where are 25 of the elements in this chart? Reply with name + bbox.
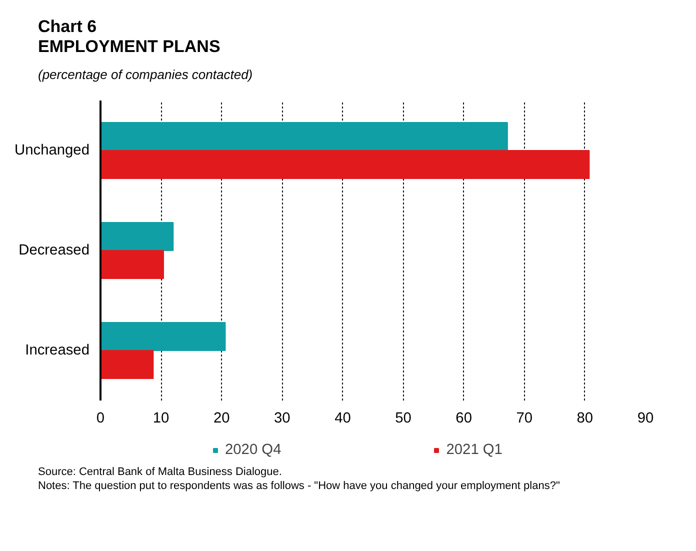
x-tick-label: 60 (456, 410, 472, 426)
x-tick-label: 20 (213, 410, 230, 426)
bar (100, 350, 154, 379)
bar (100, 222, 174, 251)
y-tick-label: Increased (25, 342, 90, 358)
source-note: Source: Central Bank of Malta Business Dialogue. (38, 466, 282, 478)
bar (100, 150, 590, 179)
bar (100, 322, 226, 351)
x-tick-label: 80 (576, 410, 594, 426)
bar (100, 122, 508, 151)
y-tick-label: Decreased (18, 242, 90, 258)
text: Notes: The question put to respondents was as follows - "How have you changed your employment plans?" (38, 480, 560, 492)
legend-label: 2021 Q1 (446, 442, 502, 458)
chart-title: Chart 6 EMPLOYMENT PLANS (38, 17, 220, 56)
bar (100, 250, 164, 279)
y-tick-label: Unchanged (14, 142, 90, 158)
x-tick-label: 40 (334, 410, 351, 426)
x-tick-label: 70 (516, 410, 533, 426)
x-tick-label: 10 (152, 410, 170, 426)
x-tick-label: 30 (274, 410, 290, 426)
x-tick-label: 50 (395, 410, 412, 426)
legend-label: 2020 Q4 (225, 442, 282, 458)
chart-subtitle: (percentage of companies contacted) (38, 66, 253, 84)
x-tick-label: 0 (96, 410, 105, 426)
x-tick-label: 90 (637, 410, 654, 426)
